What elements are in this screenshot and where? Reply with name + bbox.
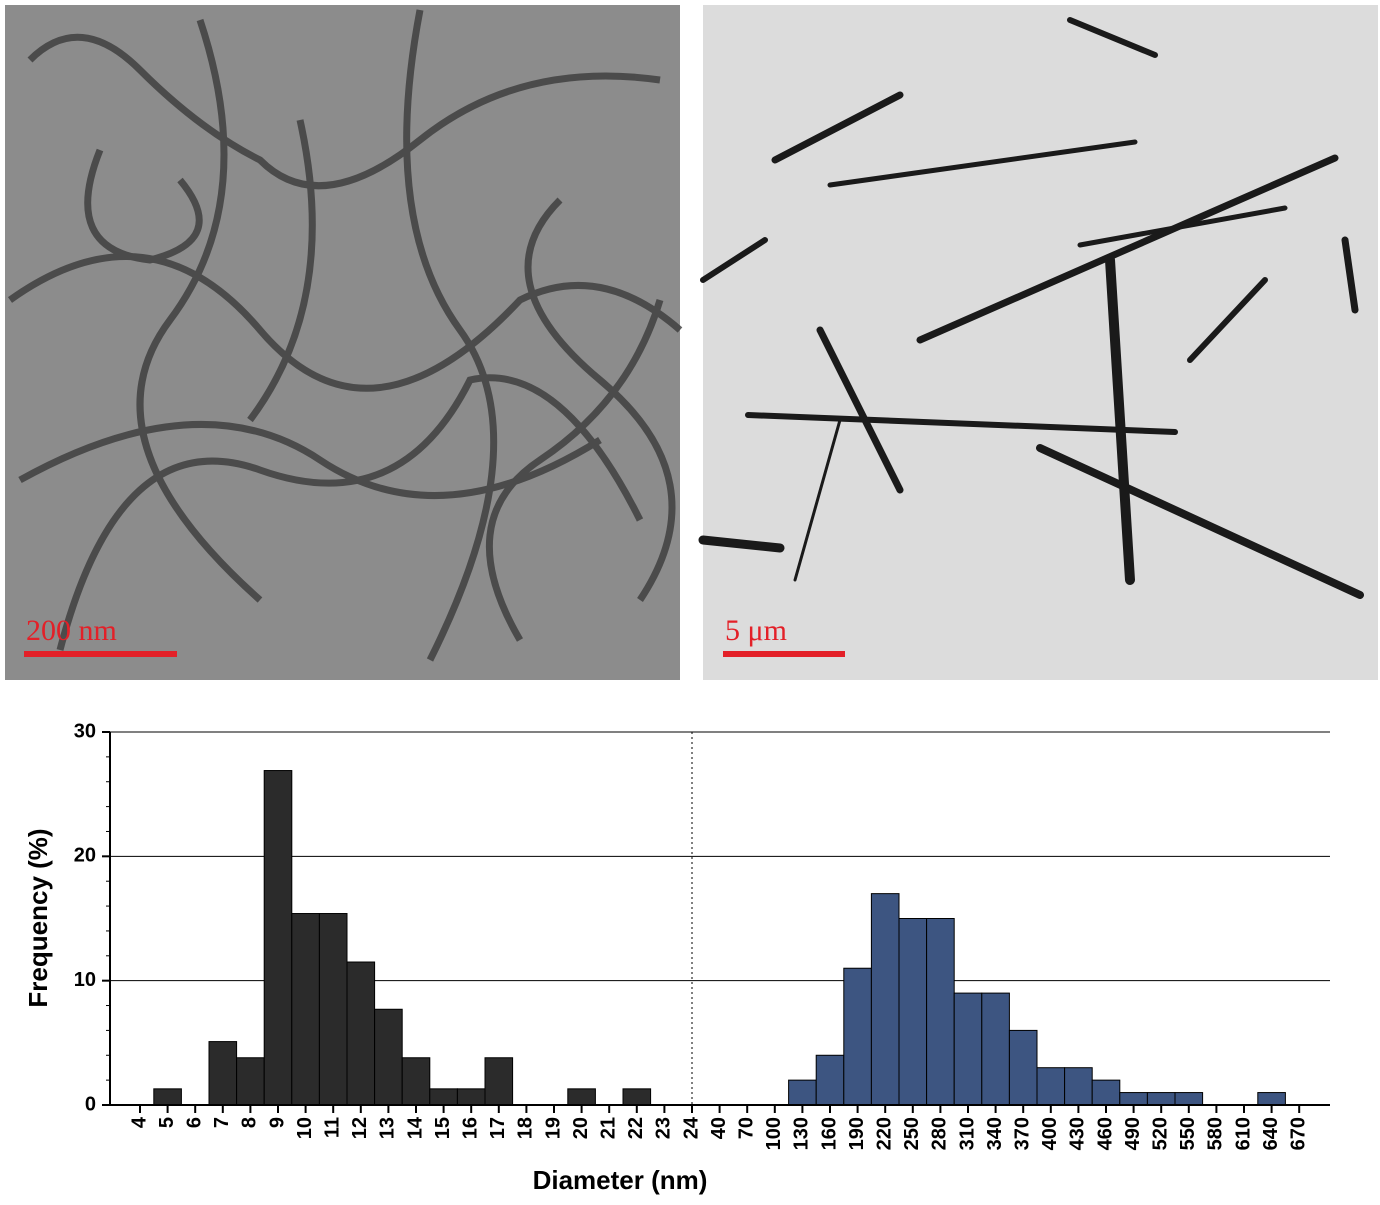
bar bbox=[457, 1089, 485, 1105]
x-tick-label: 460 bbox=[1094, 1117, 1116, 1150]
x-tick-label: 24 bbox=[680, 1116, 702, 1139]
x-tick-label: 20 bbox=[570, 1117, 592, 1139]
x-tick-label: 100 bbox=[763, 1117, 785, 1150]
x-tick-label: 340 bbox=[984, 1117, 1006, 1150]
x-tick-label: 550 bbox=[1177, 1117, 1199, 1150]
x-tick-label: 15 bbox=[432, 1117, 454, 1139]
y-tick-label: 0 bbox=[85, 1093, 96, 1115]
x-tick-label: 22 bbox=[625, 1117, 647, 1139]
x-axis-label: Diameter (nm) bbox=[533, 1165, 708, 1195]
y-tick-label: 20 bbox=[74, 845, 96, 867]
x-tick-label: 9 bbox=[266, 1117, 288, 1128]
bar bbox=[292, 914, 320, 1105]
x-tick-label: 7 bbox=[211, 1117, 233, 1128]
x-tick-label: 8 bbox=[239, 1117, 261, 1128]
bar bbox=[264, 771, 292, 1105]
x-tick-label: 400 bbox=[1039, 1117, 1061, 1150]
x-tick-label: 670 bbox=[1287, 1117, 1309, 1150]
x-tick-label: 4 bbox=[128, 1116, 150, 1128]
x-tick-label: 13 bbox=[377, 1117, 399, 1139]
bar bbox=[347, 962, 375, 1105]
x-tick-label: 11 bbox=[321, 1117, 343, 1138]
bar bbox=[789, 1080, 817, 1105]
x-tick-label: 17 bbox=[487, 1117, 509, 1139]
bar bbox=[816, 1055, 844, 1105]
bar bbox=[1120, 1093, 1148, 1105]
x-tick-label: 12 bbox=[349, 1117, 371, 1139]
bar bbox=[402, 1058, 430, 1105]
y-tick-label: 30 bbox=[74, 720, 96, 742]
y-tick-label: 10 bbox=[74, 969, 96, 991]
x-tick-label: 310 bbox=[956, 1117, 978, 1150]
x-tick-label: 220 bbox=[873, 1117, 895, 1150]
bar bbox=[375, 1009, 403, 1105]
x-tick-label: 130 bbox=[791, 1117, 813, 1150]
x-tick-label: 370 bbox=[1011, 1117, 1033, 1150]
x-tick-label: 21 bbox=[597, 1117, 619, 1139]
x-tick-label: 280 bbox=[929, 1117, 951, 1150]
scale-bar-label: 200 nm bbox=[26, 614, 117, 647]
bar bbox=[927, 919, 955, 1106]
x-tick-label: 490 bbox=[1122, 1117, 1144, 1150]
bar bbox=[623, 1089, 651, 1105]
x-tick-label: 16 bbox=[459, 1117, 481, 1139]
x-tick-label: 190 bbox=[846, 1117, 868, 1150]
tem-image-right: 5 μm bbox=[703, 5, 1378, 680]
y-axis-label: Frequency (%) bbox=[23, 828, 53, 1007]
bar bbox=[1147, 1093, 1175, 1105]
bar bbox=[1065, 1068, 1093, 1105]
x-tick-label: 640 bbox=[1260, 1117, 1282, 1150]
bar bbox=[954, 993, 982, 1105]
x-tick-label: 40 bbox=[708, 1117, 730, 1139]
x-tick-label: 14 bbox=[404, 1116, 426, 1139]
x-tick-label: 5 bbox=[156, 1117, 178, 1128]
bar bbox=[237, 1058, 265, 1105]
bar bbox=[1175, 1093, 1203, 1105]
x-tick-label: 430 bbox=[1067, 1117, 1089, 1150]
x-tick-label: 160 bbox=[818, 1117, 840, 1150]
scale-bar-label: 5 μm bbox=[725, 614, 787, 647]
bar bbox=[899, 919, 927, 1106]
bar bbox=[209, 1042, 237, 1105]
x-tick-label: 10 bbox=[294, 1117, 316, 1139]
bar bbox=[1009, 1030, 1037, 1105]
x-tick-label: 19 bbox=[542, 1117, 564, 1139]
bar bbox=[485, 1058, 513, 1105]
bar bbox=[568, 1089, 596, 1105]
x-tick-label: 610 bbox=[1232, 1117, 1254, 1150]
bar bbox=[844, 968, 872, 1105]
bar bbox=[154, 1089, 182, 1105]
bar bbox=[982, 993, 1010, 1105]
bar bbox=[1092, 1080, 1120, 1105]
tem-image-left: 200 nm bbox=[5, 5, 680, 680]
bar bbox=[1258, 1093, 1286, 1105]
figure: 200 nm 5 μm Diameter (nm) Frequency (%) … bbox=[0, 0, 1380, 1200]
bar bbox=[1037, 1068, 1065, 1105]
x-tick-label: 250 bbox=[901, 1117, 923, 1150]
x-tick-label: 520 bbox=[1149, 1117, 1171, 1150]
x-tick-label: 6 bbox=[183, 1117, 205, 1128]
x-tick-label: 23 bbox=[653, 1117, 675, 1139]
bar bbox=[319, 914, 347, 1105]
x-tick-label: 70 bbox=[735, 1117, 757, 1139]
x-tick-label: 18 bbox=[515, 1117, 537, 1139]
x-tick-label: 580 bbox=[1205, 1117, 1227, 1150]
bar bbox=[430, 1089, 458, 1105]
bar bbox=[871, 894, 899, 1105]
